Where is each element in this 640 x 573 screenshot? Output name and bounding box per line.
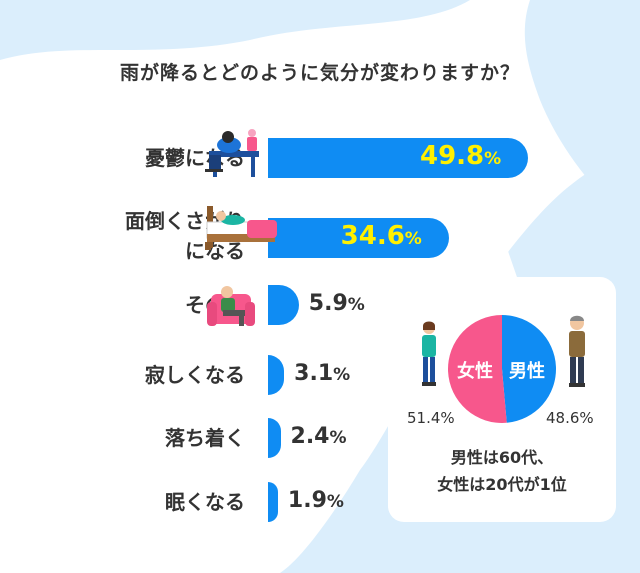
value-label-2: 34.6% (341, 221, 422, 251)
value-number: 49.8 (420, 141, 485, 171)
person-in-armchair-icon (207, 286, 255, 326)
pie-slice-male (502, 315, 557, 423)
gender-pie-chart (448, 315, 557, 423)
summary-line-2: 女性は20代が1位 (437, 475, 567, 494)
value-unit: % (404, 229, 422, 249)
value-label-3: 5.9% (309, 291, 365, 316)
value-unit: % (333, 365, 351, 385)
value-label-1: 49.8% (420, 141, 501, 171)
bar-2 (268, 218, 449, 258)
man-icon (569, 315, 585, 387)
category-label-line1: 眠くなる (165, 490, 245, 514)
chart-title: 雨が降るとどのように気分が変わりますか？ (119, 62, 520, 84)
value-unit: % (484, 149, 502, 169)
pie-value-female: 51.4% (407, 409, 455, 427)
summary-line-1: 男性は60代、 (450, 448, 554, 467)
bar-3 (268, 285, 299, 325)
pie-slice-female (448, 315, 507, 423)
value-label-4: 3.1% (294, 361, 350, 386)
category-label-line1: 落ち着く (165, 426, 245, 450)
value-number: 2.4 (290, 424, 330, 449)
lazy-person-in-bed-icon (205, 206, 277, 250)
bar-5 (268, 418, 281, 458)
category-label-5: 落ち着く (165, 423, 245, 453)
value-number: 1.9 (287, 488, 327, 513)
category-label-line2: になる (185, 239, 245, 263)
category-label-line1: 寂しくなる (145, 363, 245, 387)
bar-1 (268, 138, 528, 178)
value-unit: % (347, 295, 365, 315)
callout-tail (484, 182, 518, 280)
woman-icon (422, 321, 436, 386)
pie-label-female: 女性 (457, 361, 493, 382)
pie-label-male: 男性 (509, 361, 545, 382)
bar-6 (268, 482, 278, 522)
value-number: 34.6 (340, 221, 405, 251)
value-number: 5.9 (308, 291, 348, 316)
category-label-6: 眠くなる (165, 487, 245, 517)
value-number: 3.1 (294, 361, 334, 386)
value-unit: % (329, 428, 347, 448)
depressed-person-icon (205, 129, 259, 177)
value-unit: % (326, 492, 344, 512)
bar-4 (268, 355, 285, 395)
category-label-4: 寂しくなる (145, 360, 245, 390)
value-label-6: 1.9% (288, 488, 344, 513)
pie-value-male: 48.6% (546, 409, 594, 427)
value-label-5: 2.4% (291, 424, 347, 449)
